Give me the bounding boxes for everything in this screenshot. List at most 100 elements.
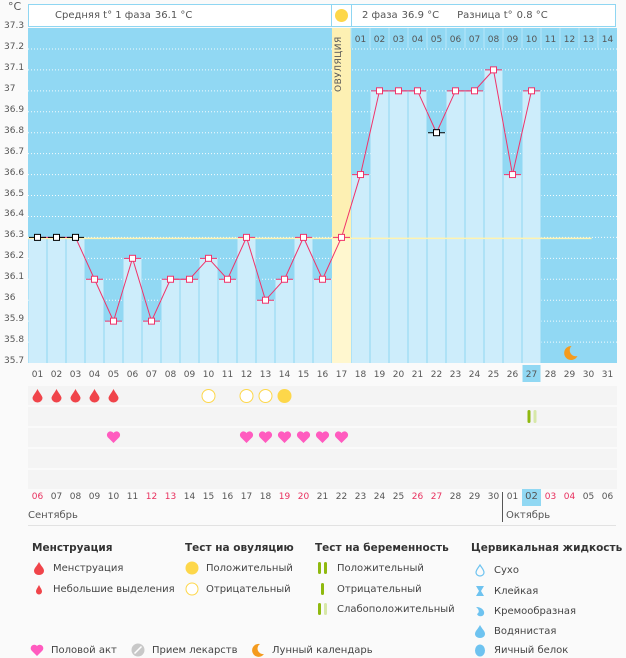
calendar-date-label: 28 — [449, 492, 462, 502]
phase2-value: 36.9 °C — [401, 10, 440, 21]
temperature-bar — [161, 279, 180, 363]
y-tick-label: 36.7 — [4, 146, 25, 157]
calendar-date-label: 25 — [392, 492, 405, 502]
calendar-date-label: 08 — [69, 492, 82, 502]
symbol-row — [28, 386, 617, 405]
calendar-date-label: 13 — [164, 492, 177, 502]
temperature-bar — [294, 237, 313, 363]
legend-menstruation: Менструация — [32, 561, 123, 575]
two-lines-icon — [316, 561, 330, 575]
temperature-point — [509, 171, 516, 179]
temperature-point — [224, 275, 231, 283]
y-tick-label: 36.5 — [4, 188, 25, 199]
intercourse-heart — [334, 431, 349, 443]
post-ovulation-day-label: 04 — [412, 35, 424, 45]
bottom-rule — [28, 525, 616, 526]
legend-cf-dry: Сухо — [473, 563, 519, 577]
legend-label: Положительный — [337, 562, 424, 574]
temperature-bar — [28, 237, 47, 363]
y-tick-label: 35.7 — [4, 356, 25, 366]
temperature-point — [129, 254, 136, 262]
creamy-icon — [473, 604, 487, 618]
cycle-day-label: 26 — [507, 370, 519, 380]
temperature-bar — [104, 321, 123, 363]
small-drop-icon — [32, 582, 46, 596]
temperature-bar — [66, 237, 85, 363]
phase1-header: Средняя t° 1 фаза 36.1 °C — [28, 4, 332, 27]
temperature-bar — [446, 90, 465, 363]
temperature-bar — [503, 174, 522, 363]
calendar-date-label: 12 — [145, 492, 158, 502]
calendar-date-label: 10 — [107, 492, 120, 502]
temperature-bar — [47, 237, 66, 363]
temperature-bar — [351, 174, 370, 363]
legend-cf-creamy: Кремообразная — [473, 604, 576, 618]
temperature-point — [186, 275, 193, 283]
cycle-day-label: 16 — [317, 370, 329, 380]
temperature-bar — [313, 279, 332, 363]
cycle-day-label: 06 — [127, 370, 139, 380]
calendar-date-label: 02 — [522, 489, 541, 506]
temperature-point — [338, 233, 345, 241]
legend-label: Клейкая — [494, 585, 539, 597]
one-line-icon — [316, 582, 330, 596]
y-axis-unit: °C — [8, 0, 22, 13]
pregnancy-test-faint-line — [533, 410, 537, 423]
diff-label: Разница t° — [457, 10, 513, 21]
temperature-point — [414, 87, 421, 95]
legend-label: Менструация — [53, 562, 124, 574]
calendar-date-label: 27 — [430, 492, 443, 502]
legend-label: Прием лекарств — [152, 644, 238, 656]
month-divider — [502, 492, 503, 522]
temperature-bar — [142, 321, 161, 363]
ovulation-sun-cell — [331, 4, 352, 27]
cycle-day-label: 02 — [51, 370, 62, 380]
legend-ovtest-title: Тест на овуляцию — [185, 542, 294, 554]
post-ovulation-day-label: 12 — [564, 35, 575, 45]
intercourse-heart — [315, 431, 330, 443]
phase1-value: 36.1 °C — [154, 10, 193, 21]
ovulation-test-negative — [258, 389, 273, 403]
y-tick-label: 37.1 — [4, 62, 25, 73]
moon-icon — [564, 345, 578, 360]
y-tick-label: 36.3 — [4, 230, 25, 241]
cycle-day-label: 27 — [526, 370, 537, 380]
temperature-point — [490, 66, 497, 74]
temperature-point — [72, 233, 79, 241]
temperature-point — [110, 317, 117, 325]
calendar-date-label: 23 — [354, 492, 367, 502]
legend-label: Кремообразная — [494, 605, 577, 617]
legend-cf-eggwhite: Яичный белок — [473, 643, 568, 657]
calendar-date-label: 05 — [582, 492, 595, 502]
y-tick-label: 36.4 — [4, 209, 25, 220]
phase1-label: Средняя t° 1 фаза — [55, 10, 151, 21]
temperature-point — [281, 275, 288, 283]
temperature-point — [357, 171, 364, 179]
legend-label: Отрицательный — [337, 583, 422, 595]
y-tick-label: 35.9 — [4, 314, 25, 325]
temperature-point — [433, 129, 440, 137]
cycle-day-label: 13 — [260, 370, 271, 380]
cycle-day-label: 08 — [165, 370, 177, 380]
calendar-date-label: 06 — [601, 492, 614, 502]
temperature-point — [205, 254, 212, 262]
dry-drop-icon — [473, 563, 487, 577]
intercourse-heart — [258, 431, 273, 443]
calendar-date-label: 30 — [487, 492, 500, 502]
calendar-date-label: 14 — [183, 492, 196, 502]
ovulation-bar — [332, 237, 351, 363]
y-tick-label: 36.6 — [4, 167, 25, 178]
calendar-date-label: 11 — [126, 492, 139, 502]
cycle-day-label: 21 — [412, 370, 423, 380]
intercourse-heart — [277, 431, 292, 443]
phase2-header: 2 фаза 36.9 °C Разница t° 0.8 °C — [351, 4, 616, 27]
temperature-bar — [218, 279, 237, 363]
post-ovulation-day-label: 13 — [583, 35, 594, 45]
cycle-day-label: 03 — [70, 370, 81, 380]
post-ovulation-day-label: 05 — [431, 35, 442, 45]
pregnancy-test-line — [527, 410, 531, 423]
calendar-date-label: 26 — [411, 492, 424, 502]
temperature-point — [91, 275, 98, 283]
legend-label: Положительный — [206, 562, 293, 574]
cycle-day-label: 15 — [298, 370, 309, 380]
